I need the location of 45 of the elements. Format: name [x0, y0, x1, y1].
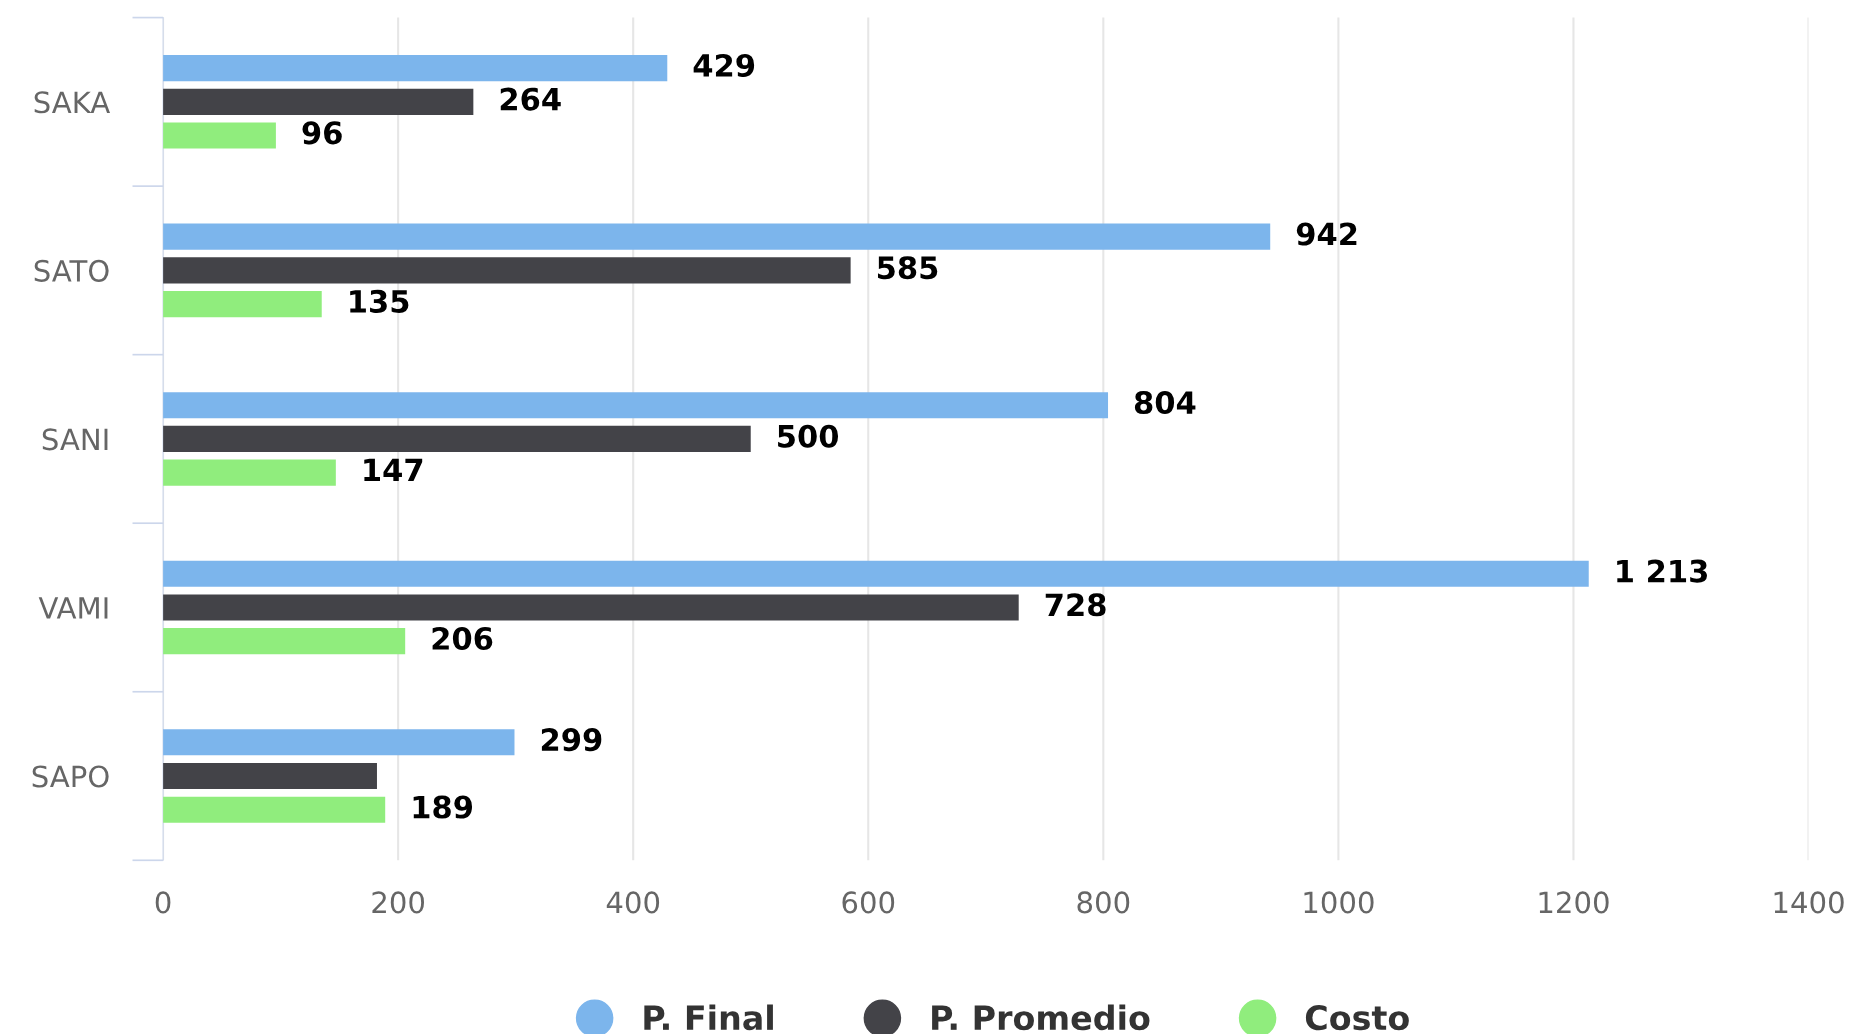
x-tick-label: 1400 — [1774, 891, 1844, 914]
y-tick-label: SATO — [34, 259, 109, 282]
data-label: 728 — [1045, 593, 1106, 617]
data-label: 429 — [693, 53, 755, 78]
y-tick-label: VAMI — [38, 597, 108, 619]
data-label: 1 213 — [1617, 559, 1707, 583]
bar — [163, 729, 515, 756]
data-label: 500 — [778, 424, 839, 448]
legend-label: Costo — [1305, 1005, 1409, 1031]
data-label: 96 — [302, 121, 342, 145]
bar — [163, 560, 1589, 587]
bar — [163, 796, 386, 823]
data-label: 147 — [364, 458, 423, 482]
bar — [163, 594, 1019, 621]
data-label: 299 — [541, 728, 602, 752]
data-label: 189 — [413, 795, 473, 819]
bar — [163, 628, 406, 655]
bar — [163, 291, 322, 318]
bar — [163, 392, 1109, 419]
bar — [163, 223, 1271, 250]
bar — [163, 762, 377, 790]
y-tick-label: SAPO — [32, 765, 109, 788]
x-tick-label: 400 — [606, 891, 660, 914]
data-label: 804 — [1134, 390, 1196, 415]
y-tick-label: SAKA — [34, 91, 111, 114]
legend-label: P. Final — [644, 1004, 773, 1031]
x-tick-label: 600 — [842, 891, 895, 914]
x-tick-label: 0 — [155, 891, 171, 914]
y-tick-label: SANI — [42, 428, 108, 451]
x-tick-label: 1200 — [1539, 891, 1609, 914]
bar — [163, 55, 668, 82]
data-label: 585 — [877, 256, 938, 280]
legend-label: P. Promedio — [932, 1004, 1150, 1031]
data-label: 942 — [1296, 222, 1357, 246]
bar — [163, 257, 851, 284]
bar — [163, 88, 474, 115]
x-tick-label: 1000 — [1304, 891, 1374, 914]
data-label: 206 — [432, 626, 493, 651]
x-tick-label: 800 — [1077, 891, 1130, 914]
bar — [163, 459, 336, 486]
bar — [163, 122, 276, 149]
bar — [163, 425, 751, 452]
data-label: 264 — [500, 87, 561, 111]
x-tick-label: 200 — [372, 891, 425, 914]
data-label: 135 — [350, 289, 409, 313]
